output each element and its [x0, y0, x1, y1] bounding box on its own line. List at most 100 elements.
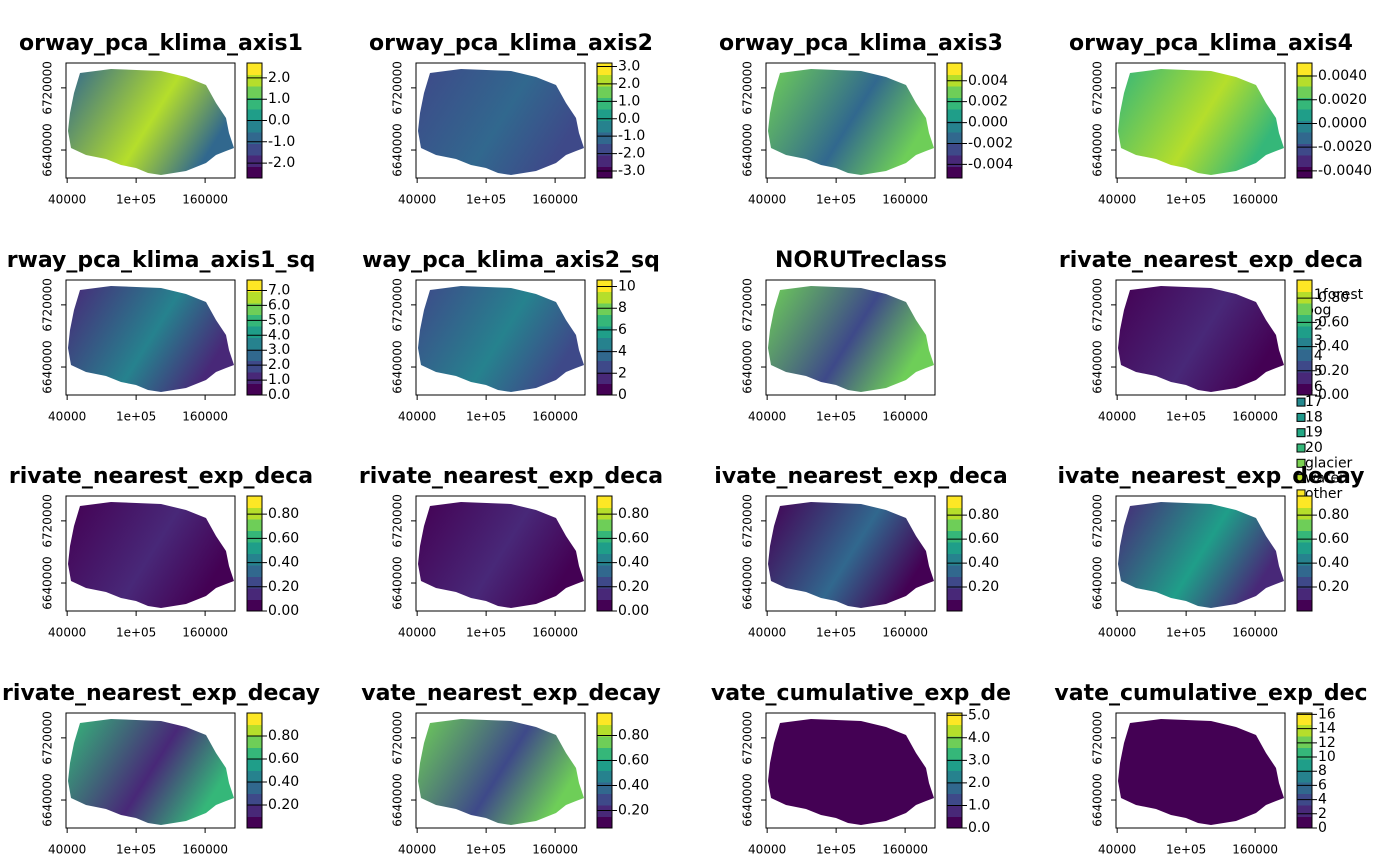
colorbar-label: 0.40: [268, 774, 299, 790]
colorbar-segment: [597, 507, 612, 520]
x-tick-label: 160000: [882, 193, 928, 207]
colorbar-segment: [1297, 337, 1312, 350]
colorbar-frame: [596, 712, 613, 829]
colorbar-label: 3.0: [968, 752, 990, 768]
panel-title: rivate_nearest_exp_decay: [2, 681, 320, 706]
x-tick-label: 40000: [748, 843, 786, 857]
colorbar-label: 0.80: [968, 507, 999, 523]
colorbar-frame: [1296, 62, 1313, 179]
colorbar-label: 16: [1318, 706, 1336, 722]
map-raster: [768, 286, 934, 392]
colorbar-segment: [1297, 542, 1312, 554]
colorbar-segment: [947, 713, 962, 725]
colorbar-segment: [1297, 166, 1312, 179]
colorbar-segment: [947, 805, 962, 817]
colorbar-segment: [597, 782, 612, 794]
colorbar-segment: [1297, 519, 1312, 531]
panel-title: way_pca_klima_axis2_sq: [362, 248, 660, 273]
colorbar-segment: [247, 782, 262, 794]
colorbar-segment: [247, 97, 262, 110]
y-tick-label: 6720000: [391, 278, 405, 331]
colorbar-segment: [247, 291, 262, 304]
panel-title: ivate_nearest_exp_decay: [1057, 464, 1364, 489]
colorbar-label: 4: [618, 344, 627, 360]
colorbar-label: 5.0: [968, 707, 990, 723]
legend-label: glacier: [1305, 455, 1353, 471]
colorbar-segment: [597, 576, 612, 589]
colorbar-label: 0.80: [1318, 290, 1349, 306]
colorbar-label: 3.0: [268, 342, 290, 358]
colorbar-label: 0.00: [1318, 387, 1349, 403]
map-raster: [418, 502, 584, 608]
map-frame: [415, 62, 586, 179]
map-frame: [765, 62, 936, 179]
colorbar-segment: [247, 360, 262, 373]
y-tick-label: 6640000: [41, 123, 55, 176]
y-tick-label: 6640000: [41, 340, 55, 393]
y-tick-label: 6640000: [1091, 556, 1105, 609]
map-raster: [418, 286, 584, 392]
colorbar-segment: [1297, 576, 1312, 589]
colorbar-segment: [1297, 314, 1312, 327]
colorbar-label: -0.002: [968, 136, 1013, 152]
x-tick-label: 40000: [1098, 843, 1136, 857]
colorbar-segment: [597, 553, 612, 566]
panel-title: vate_nearest_exp_decay: [361, 681, 661, 706]
x-tick-label: 40000: [48, 843, 86, 857]
colorbar-label: 6: [1318, 777, 1327, 793]
colorbar-label: 8: [1318, 763, 1327, 779]
x-tick-label: 160000: [1232, 193, 1278, 207]
colorbar-segment: [1297, 736, 1312, 748]
y-tick-label: 6640000: [1091, 123, 1105, 176]
legend-swatch: [1296, 397, 1306, 407]
colorbar-label: -3.0: [618, 163, 645, 179]
colorbar-label: 0.40: [968, 555, 999, 571]
colorbar-segment: [947, 132, 962, 144]
colorbar-segment: [247, 496, 262, 508]
colorbar-segment: [1297, 724, 1312, 737]
legend-label: other: [1305, 486, 1343, 502]
colorbar-segment: [247, 793, 262, 806]
colorbar-label: -1.0: [268, 134, 295, 150]
colorbar-segment: [247, 530, 262, 543]
colorbar-label: 0.80: [268, 506, 299, 522]
y-tick-label: 6720000: [1091, 494, 1105, 547]
colorbar-frame: [596, 62, 613, 179]
colorbar-label: 0.60: [1318, 531, 1349, 547]
colorbar-segment: [597, 724, 612, 737]
map-raster: [1118, 502, 1284, 608]
colorbar-segment: [1297, 63, 1312, 75]
x-tick-label: 160000: [1232, 626, 1278, 640]
colorbar-segment: [247, 280, 262, 292]
colorbar-segment: [947, 97, 962, 110]
colorbar-label: 3.0: [618, 58, 640, 74]
colorbar-label: 2: [618, 365, 627, 381]
colorbar-label: 1.0: [968, 797, 990, 813]
map-raster: [418, 719, 584, 825]
colorbar-label: 7.0: [268, 282, 290, 298]
map-frame: [765, 712, 936, 829]
map-raster: [68, 69, 234, 175]
colorbar-segment: [247, 120, 262, 133]
colorbar-segment: [597, 360, 612, 373]
colorbar-segment: [597, 759, 612, 771]
colorbar-segment: [947, 736, 962, 748]
colorbar-label: 4: [1318, 792, 1327, 808]
colorbar-label: 4.0: [968, 730, 990, 746]
colorbar-label: -1.0: [618, 128, 645, 144]
x-tick-label: 1e+05: [816, 410, 856, 424]
colorbar-segment: [597, 63, 612, 75]
colorbar-segment: [947, 155, 962, 167]
colorbar-frame: [946, 62, 963, 179]
colorbar-label: 0.0000: [1318, 115, 1367, 131]
y-tick-label: 6720000: [391, 494, 405, 547]
y-tick-label: 6720000: [741, 61, 755, 114]
y-tick-label: 6640000: [41, 556, 55, 609]
panel-title: rivate_nearest_exp_deca: [1059, 248, 1363, 273]
colorbar-label: 2.0: [618, 76, 640, 92]
y-tick-label: 6720000: [391, 711, 405, 764]
x-tick-label: 1e+05: [116, 626, 156, 640]
x-tick-label: 160000: [182, 193, 228, 207]
colorbar-segment: [247, 166, 262, 179]
